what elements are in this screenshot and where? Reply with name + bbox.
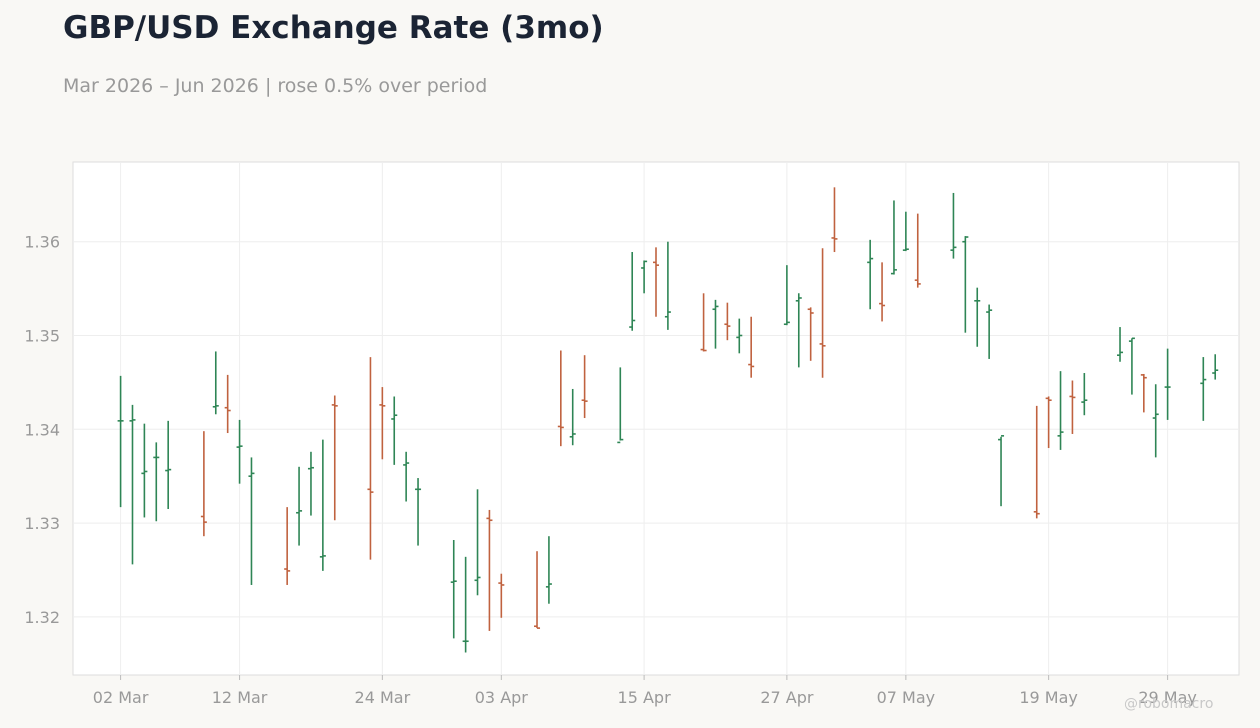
ohlc-bar — [902, 211, 909, 252]
ohlc-bar — [653, 247, 659, 317]
ohlc-bar — [450, 539, 457, 639]
ohlc-bar — [879, 262, 886, 322]
ohlc-bar — [165, 420, 172, 510]
ohlc-bar — [748, 316, 755, 378]
x-tick-label: 07 May — [877, 688, 936, 707]
ohlc-bar — [319, 439, 326, 571]
ohlc-bar — [569, 388, 576, 446]
chart-title: GBP/USD Exchange Rate (3mo) — [63, 10, 604, 46]
ohlc-bar — [200, 431, 207, 537]
ohlc-bar — [1081, 373, 1088, 416]
ohlc-bar — [248, 457, 255, 585]
x-tick-label: 03 Apr — [475, 688, 529, 707]
bars-layer — [117, 187, 1219, 653]
ohlc-bar — [141, 423, 148, 518]
ohlc-bar — [236, 419, 243, 484]
ohlc-bar — [1069, 380, 1076, 434]
ohlc-bar — [1045, 396, 1052, 449]
ohlc-bar — [486, 509, 493, 631]
ohlc-bar — [962, 236, 969, 333]
ohlc-bar — [974, 287, 981, 347]
ohlc-bar — [367, 357, 374, 560]
ohlc-bar — [1152, 384, 1159, 458]
ohlc-bar — [296, 466, 303, 546]
ohlc-bar — [950, 192, 957, 259]
ohlc-bar — [284, 507, 291, 585]
y-tick-label: 1.36 — [24, 233, 60, 252]
grid-layer — [72, 161, 1240, 676]
ohlc-bar — [545, 536, 552, 604]
ohlc-bar — [736, 318, 743, 354]
plot-area — [72, 161, 1240, 676]
ohlc-bar — [474, 489, 481, 596]
chart-subtitle: Mar 2026 – Jun 2026 | rose 0.5% over per… — [63, 75, 488, 97]
ohlc-bar — [1128, 337, 1135, 395]
x-tick-label: 29 May — [1138, 688, 1197, 707]
ohlc-bar — [1140, 373, 1147, 413]
ohlc-bar — [391, 396, 398, 465]
credit-watermark: @robomacro — [1124, 696, 1214, 712]
y-tick-label: 1.32 — [24, 608, 60, 627]
ohlc-bar — [664, 241, 671, 330]
ohlc-bar — [1033, 405, 1040, 519]
ohlc-bar — [331, 395, 338, 521]
ohlc-bar — [998, 435, 1005, 507]
y-tick-label: 1.34 — [24, 420, 60, 439]
ohlc-bar — [462, 556, 469, 653]
ohlc-bar — [795, 293, 802, 368]
ohlc-bar — [117, 375, 124, 508]
ohlc-bar — [1057, 371, 1064, 450]
ohlc-bar — [129, 404, 136, 565]
ohlc-bar — [1117, 327, 1124, 362]
ohlc-bar — [831, 187, 838, 253]
ohlc-bar — [1164, 348, 1171, 420]
axis-layer: 1.32 1.33 1.34 1.35 1.36 02 Mar 12 Mar 24 Mar 03… — [24, 233, 1197, 707]
ohlc-bar — [224, 374, 231, 434]
ohlc-bar — [498, 573, 505, 618]
ohlc-bar — [819, 248, 826, 378]
ohlc-bar — [403, 451, 410, 502]
ohlc-bar — [534, 551, 541, 629]
x-tick-label: 15 Apr — [618, 688, 672, 707]
x-tick-label: 27 Apr — [760, 688, 814, 707]
ohlc-bar — [1212, 354, 1219, 380]
y-tick-label: 1.33 — [24, 514, 60, 533]
x-tick-label: 19 May — [1019, 688, 1078, 707]
ohlc-bar — [212, 351, 219, 415]
ohlc-bar — [807, 307, 814, 361]
ohlc-bar — [890, 200, 897, 275]
ohlc-bar — [379, 387, 386, 460]
x-tick-label: 24 Mar — [355, 688, 411, 707]
ohlc-bar — [629, 252, 636, 331]
ohlc-bar — [617, 367, 624, 444]
ohlc-bar — [712, 299, 719, 349]
y-tick-label: 1.35 — [24, 327, 60, 346]
ohlc-bar — [986, 304, 993, 359]
ohlc-bar — [581, 355, 588, 419]
x-tick-label: 02 Mar — [93, 688, 149, 707]
ohlc-bar — [914, 213, 921, 288]
ohlc-bar — [153, 442, 160, 522]
ohlc-bar — [1200, 357, 1207, 421]
ohlc-bar — [700, 293, 707, 352]
ohlc-bar — [783, 265, 790, 326]
ohlc-bar — [867, 239, 874, 310]
ohlc-bar — [307, 451, 314, 516]
ohlc-bar — [557, 350, 564, 447]
x-tick-label: 12 Mar — [212, 688, 268, 707]
ohlc-bar — [724, 302, 731, 341]
ohlc-bar — [415, 478, 422, 546]
ohlc-bar — [641, 260, 648, 294]
